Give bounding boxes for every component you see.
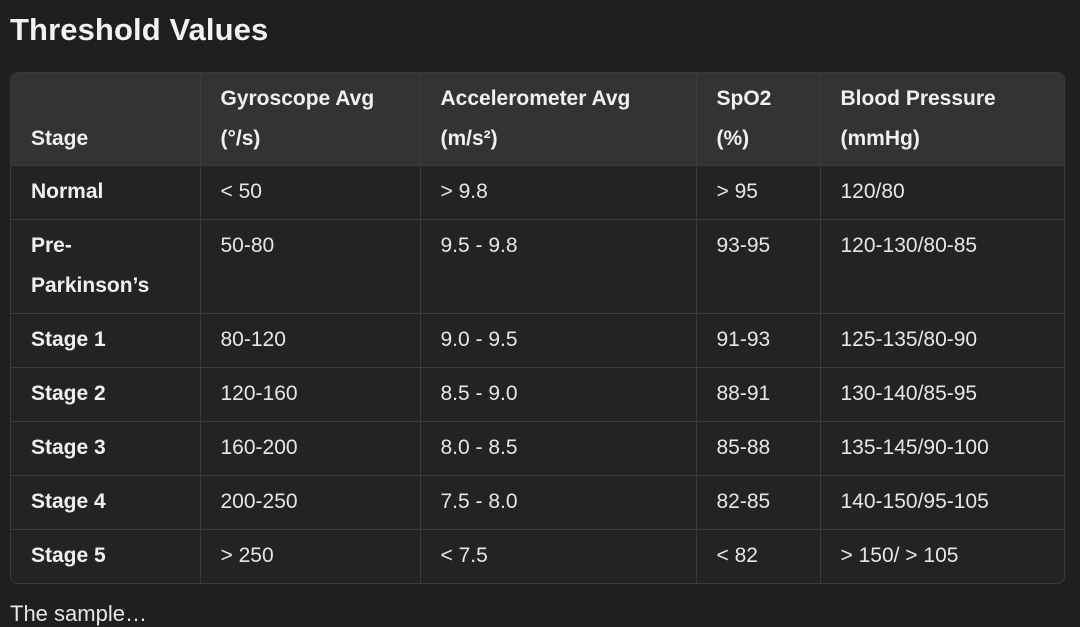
- blood-pressure-cell: 135-145/90-100: [820, 421, 1064, 476]
- header-spo2: SpO2 (%): [696, 73, 821, 166]
- table-row: Normal < 50 > 9.8 > 95 120/80: [11, 165, 1064, 220]
- spo2-cell: > 95: [696, 165, 821, 220]
- header-blood-pressure-label: Blood Pressure: [840, 87, 996, 110]
- accelerometer-cell: 9.0 - 9.5: [420, 313, 697, 368]
- header-stage-label: Stage: [31, 126, 89, 150]
- accelerometer-cell: 8.5 - 9.0: [420, 367, 697, 422]
- threshold-table-container: Stage Gyroscope Avg (°/s) Accelerometer …: [10, 72, 1065, 584]
- accelerometer-cell: 7.5 - 8.0: [420, 475, 697, 530]
- table-row: Stage 3 160-200 8.0 - 8.5 85-88 135-145/…: [11, 421, 1064, 476]
- accelerometer-cell: < 7.5: [420, 529, 697, 583]
- table-row: Stage 4 200-250 7.5 - 8.0 82-85 140-150/…: [11, 475, 1064, 530]
- header-blood-pressure-unit: (mmHg): [840, 127, 920, 150]
- spo2-cell: < 82: [696, 529, 821, 583]
- table-row: Stage 5 > 250 < 7.5 < 82 > 150/ > 105: [11, 529, 1064, 583]
- blood-pressure-cell: > 150/ > 105: [840, 543, 959, 567]
- table-body: Normal < 50 > 9.8 > 95 120/80 Pre-Parkin…: [11, 165, 1064, 583]
- gyroscope-cell: 120-160: [200, 367, 421, 422]
- stage-cell: Stage 4: [11, 475, 201, 530]
- header-gyroscope-unit: (°/s): [220, 127, 261, 150]
- gyroscope-cell: 50-80: [200, 219, 421, 314]
- header-accelerometer-unit: (m/s²): [440, 127, 498, 150]
- accelerometer-cell: > 9.8: [420, 165, 697, 220]
- header-gyroscope: Gyroscope Avg (°/s): [200, 73, 421, 166]
- gyroscope-cell: < 50: [200, 165, 421, 220]
- spo2-cell: 88-91: [696, 367, 821, 422]
- blood-pressure-cell: 120-130/80-85: [820, 219, 1064, 314]
- spo2-cell: 93-95: [696, 219, 821, 314]
- table-row: Stage 1 80-120 9.0 - 9.5 91-93 125-135/8…: [11, 313, 1064, 368]
- gyroscope-cell: 160-200: [200, 421, 421, 476]
- spo2-cell: 91-93: [696, 313, 821, 368]
- blood-pressure-cell: 120/80: [820, 165, 1064, 220]
- stage-cell: Stage 1: [11, 313, 201, 368]
- header-gyroscope-label: Gyroscope Avg: [220, 87, 375, 110]
- stage-cell: Stage 5: [11, 529, 201, 583]
- table-header: Stage Gyroscope Avg (°/s) Accelerometer …: [11, 73, 1064, 166]
- blood-pressure-cell: 130-140/85-95: [820, 367, 1064, 422]
- threshold-table: Stage Gyroscope Avg (°/s) Accelerometer …: [11, 73, 1064, 583]
- header-spo2-unit: (%): [716, 127, 750, 150]
- gyroscope-cell: > 250: [200, 529, 421, 583]
- header-row: Stage Gyroscope Avg (°/s) Accelerometer …: [11, 73, 1064, 166]
- footer-text-partial: The sample…: [10, 601, 147, 626]
- table-row: Stage 2 120-160 8.5 - 9.0 88-91 130-140/…: [11, 367, 1064, 422]
- stage-cell: Pre-Parkinson’s: [11, 219, 201, 314]
- header-accelerometer: Accelerometer Avg (m/s²): [420, 73, 697, 166]
- header-stage: Stage: [11, 73, 201, 166]
- accelerometer-cell: 8.0 - 8.5: [420, 421, 697, 476]
- gyroscope-cell: 80-120: [200, 313, 421, 368]
- header-accelerometer-label: Accelerometer Avg: [440, 87, 631, 110]
- blood-pressure-cell: 140-150/95-105: [820, 475, 1064, 530]
- header-blood-pressure: Blood Pressure (mmHg): [820, 73, 1064, 166]
- blood-pressure-cell: 125-135/80-90: [820, 313, 1064, 368]
- gyroscope-cell: 200-250: [200, 475, 421, 530]
- accelerometer-cell: 9.5 - 9.8: [420, 219, 697, 314]
- header-spo2-label: SpO2: [716, 87, 772, 110]
- stage-cell: Normal: [11, 165, 201, 220]
- stage-cell: Stage 2: [11, 367, 201, 422]
- stage-cell: Stage 3: [11, 421, 201, 476]
- table-row: Pre-Parkinson’s 50-80 9.5 - 9.8 93-95 12…: [11, 219, 1064, 314]
- spo2-cell: 85-88: [696, 421, 821, 476]
- page-title: Threshold Values: [10, 12, 269, 47]
- spo2-cell: 82-85: [696, 475, 821, 530]
